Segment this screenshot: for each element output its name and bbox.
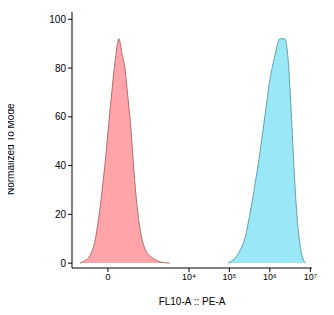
svg-text:10⁵: 10⁵ [222,272,236,282]
svg-text:Normalized To Mode: Normalized To Mode [8,103,16,195]
svg-text:80: 80 [55,63,67,74]
svg-text:40: 40 [55,160,67,171]
svg-text:0: 0 [105,272,110,282]
svg-text:100: 100 [49,14,66,25]
svg-text:10⁶: 10⁶ [263,272,277,282]
svg-text:60: 60 [55,111,67,122]
svg-text:10⁴: 10⁴ [182,272,196,282]
svg-text:FL10-A :: PE-A: FL10-A :: PE-A [159,296,226,307]
svg-text:10⁷: 10⁷ [304,272,317,282]
svg-text:20: 20 [55,209,67,220]
svg-text:0: 0 [60,258,66,269]
